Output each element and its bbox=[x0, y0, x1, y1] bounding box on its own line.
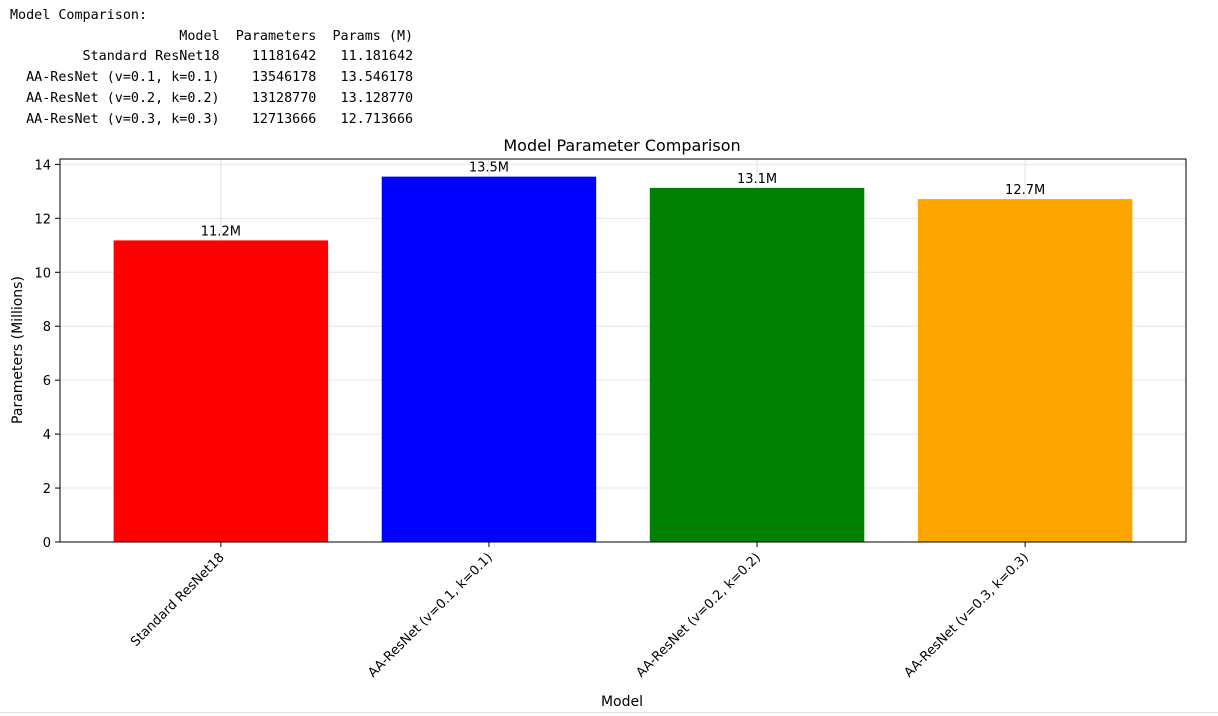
y-tick-label: 12 bbox=[34, 212, 51, 227]
y-tick-label: 6 bbox=[43, 374, 51, 389]
bar-value-label: 13.5M bbox=[469, 161, 509, 176]
bar-value-label: 13.1M bbox=[737, 172, 777, 187]
row-params-m: 12.713666 bbox=[316, 111, 414, 127]
x-tick-label: Standard ResNet18 bbox=[128, 550, 228, 650]
row-model: AA-ResNet (v=0.1, k=0.1) bbox=[10, 70, 220, 86]
y-tick-label: 2 bbox=[43, 482, 51, 497]
x-tick-label: AA-ResNet (v=0.3, k=0.3) bbox=[902, 550, 1032, 680]
y-tick-label: 14 bbox=[34, 158, 51, 173]
bar-value-label: 12.7M bbox=[1005, 183, 1045, 198]
row-model: Standard ResNet18 bbox=[10, 49, 220, 65]
y-axis-ticks: 0 2 4 6 8 10 12 14 bbox=[34, 158, 60, 551]
x-axis-ticks: Standard ResNet18 AA-ResNet (v=0.1, k=0.1… bbox=[128, 542, 1032, 681]
y-tick-label: 0 bbox=[43, 536, 51, 551]
x-tick-label: AA-ResNet (v=0.1, k=0.1) bbox=[365, 550, 495, 680]
y-tick-label: 4 bbox=[43, 428, 51, 443]
row-parameters: 12713666 bbox=[219, 111, 317, 127]
bar-value-labels: 11.2M 13.5M 13.1M 12.7M bbox=[201, 161, 1045, 240]
column-header-parameters: Parameters bbox=[219, 28, 317, 44]
x-tick-label: AA-ResNet (v=0.2, k=0.2) bbox=[633, 550, 763, 680]
row-parameters: 11181642 bbox=[219, 49, 317, 65]
y-tick-label: 10 bbox=[34, 266, 51, 281]
column-header-params-m: Params (M) bbox=[316, 28, 414, 44]
column-header-model: Model bbox=[10, 28, 220, 44]
bar bbox=[917, 199, 1133, 542]
row-parameters: 13546178 bbox=[219, 70, 317, 86]
output-table: Model Comparison: Model Parameters Param… bbox=[10, 6, 413, 130]
y-tick-label: 8 bbox=[43, 320, 51, 335]
bar-value-label: 11.2M bbox=[201, 224, 241, 239]
cell-divider bbox=[0, 712, 1218, 713]
bars bbox=[113, 176, 1133, 543]
row-model: AA-ResNet (v=0.2, k=0.2) bbox=[10, 90, 220, 106]
row-parameters: 13128770 bbox=[219, 90, 317, 106]
row-model: AA-ResNet (v=0.3, k=0.3) bbox=[10, 111, 220, 127]
plot-frame bbox=[59, 158, 1187, 543]
bar bbox=[649, 187, 865, 542]
row-params-m: 13.546178 bbox=[316, 70, 414, 86]
row-params-m: 13.128770 bbox=[316, 90, 414, 106]
chart-title: Model Parameter Comparison bbox=[503, 136, 740, 155]
bar bbox=[113, 240, 329, 542]
y-axis-label: Parameters (Millions) bbox=[10, 276, 26, 424]
x-axis-label: Model bbox=[601, 694, 643, 710]
output-heading: Model Comparison: bbox=[10, 8, 148, 23]
row-params-m: 11.181642 bbox=[316, 49, 414, 65]
bar bbox=[381, 176, 597, 543]
